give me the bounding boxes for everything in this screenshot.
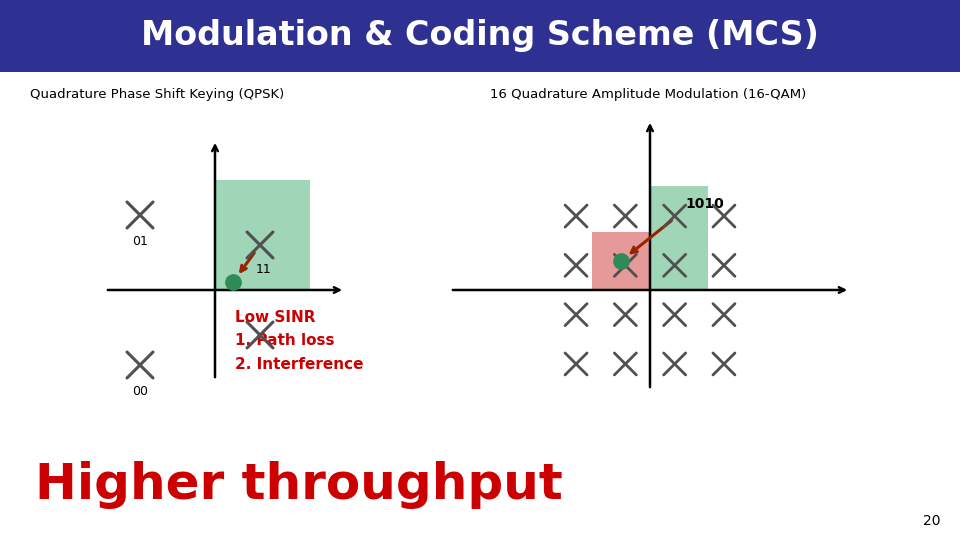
Text: Low SINR
1. Path loss
2. Interference: Low SINR 1. Path loss 2. Interference [235,310,364,372]
Bar [592,232,650,290]
Text: 20: 20 [923,514,940,528]
Text: Quadrature Phase Shift Keying (QPSK): Quadrature Phase Shift Keying (QPSK) [30,88,284,101]
Bar [0,0,960,72]
Bar [215,180,310,290]
Text: Higher throughput: Higher throughput [35,461,563,509]
Text: Modulation & Coding Scheme (MCS): Modulation & Coding Scheme (MCS) [141,19,819,52]
Text: 16 Quadrature Amplitude Modulation (16-QAM): 16 Quadrature Amplitude Modulation (16-Q… [490,88,806,101]
Text: 1010: 1010 [685,197,724,211]
Text: 01: 01 [132,235,148,248]
Bar [650,186,708,290]
Text: 11: 11 [256,263,272,276]
Text: 00: 00 [132,385,148,398]
